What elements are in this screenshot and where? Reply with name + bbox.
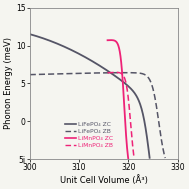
Legend: LiFePO₄ ZC, LiFePO₄ ZB, LiMnPO₄ ZC, LiMnPO₄ ZB: LiFePO₄ ZC, LiFePO₄ ZB, LiMnPO₄ ZC, LiMn… bbox=[65, 122, 113, 149]
Y-axis label: Phonon Energy (meV): Phonon Energy (meV) bbox=[4, 37, 13, 129]
X-axis label: Unit Cell Volume (Å³): Unit Cell Volume (Å³) bbox=[60, 175, 148, 185]
